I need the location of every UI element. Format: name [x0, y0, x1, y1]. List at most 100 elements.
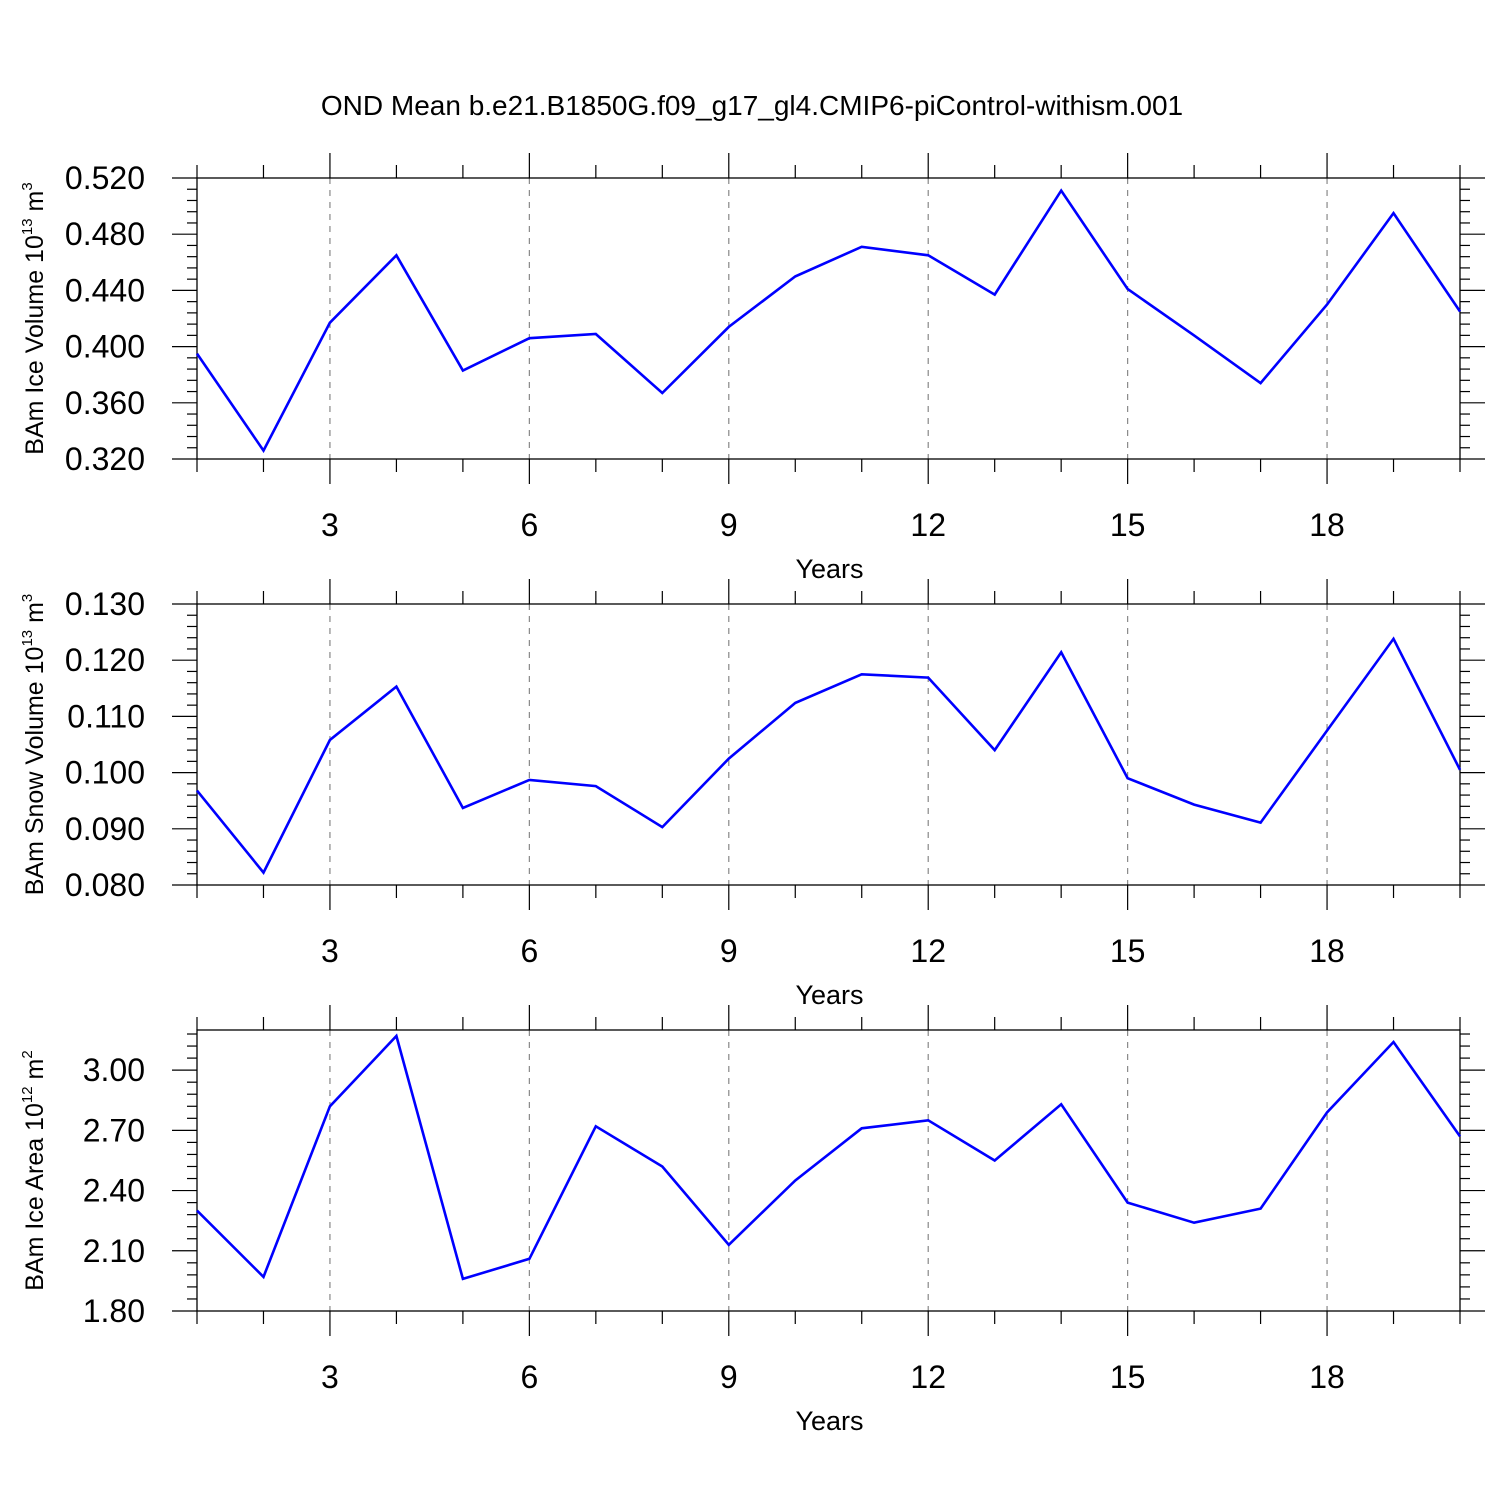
- x-tick-label: 18: [1309, 1359, 1345, 1395]
- data-point: [727, 757, 731, 761]
- data-point: [926, 253, 930, 257]
- x-axis-label: Years: [795, 554, 863, 584]
- y-tick-label: 0.400: [65, 329, 145, 365]
- data-point: [1259, 1207, 1263, 1211]
- y-tick-label: 2.70: [83, 1112, 145, 1148]
- data-point: [527, 336, 531, 340]
- series-line: [196, 1033, 1462, 1281]
- data-point: [793, 701, 797, 705]
- series-line: [195, 188, 1462, 454]
- data-point: [727, 1243, 731, 1247]
- data-point: [1458, 768, 1462, 772]
- y-tick-label: 1.80: [83, 1293, 145, 1329]
- chart-panel-1: 0.320 0.360 0.400 0.440 0.480 0.520 3 6 9 12 15 18 Y…: [19, 153, 1485, 584]
- data-point: [461, 1277, 465, 1281]
- data-point: [660, 1164, 664, 1168]
- chart-panel-2: 0.080 0.090 0.100 0.110 0.120 0.130 3 6 9 12 15 18 Y…: [19, 579, 1485, 1010]
- data-point: [993, 748, 997, 752]
- y-tick-label: 0.440: [65, 272, 145, 308]
- x-tick-label: 18: [1309, 507, 1345, 543]
- data-point: [328, 738, 332, 742]
- data-point: [660, 391, 664, 395]
- data-point: [1059, 189, 1063, 193]
- data-point: [793, 274, 797, 278]
- data-point: [1259, 381, 1263, 385]
- data-point: [195, 1209, 199, 1213]
- data-point: [860, 1126, 864, 1130]
- data-point: [1325, 728, 1329, 732]
- y-axis-label: BAm Snow Volume 1013 m3: [19, 594, 49, 896]
- panels: 0.320 0.360 0.400 0.440 0.480 0.520 3 6 9 12 15 18 Y…: [19, 153, 1485, 1436]
- data-point: [461, 368, 465, 372]
- y-axis-label: BAm Ice Volume 1013 m3: [19, 182, 49, 454]
- data-point: [926, 1118, 930, 1122]
- data-point: [1126, 776, 1130, 780]
- x-tick-label: 15: [1110, 1359, 1146, 1395]
- x-tick-label: 6: [520, 1359, 538, 1395]
- data-point: [195, 789, 199, 793]
- y-axis-label: BAm Ice Area 1012 m2: [19, 1050, 49, 1290]
- y-tick-label: 0.360: [65, 385, 145, 421]
- x-axis-label: Years: [795, 980, 863, 1010]
- data-point: [727, 325, 731, 329]
- data-point: [1325, 1110, 1329, 1114]
- data-point: [594, 332, 598, 336]
- data-point: [1059, 1102, 1063, 1106]
- data-point: [394, 1034, 398, 1038]
- y-tick-label: 0.480: [65, 216, 145, 252]
- data-point: [1126, 1201, 1130, 1205]
- data-point: [195, 352, 199, 356]
- y-tick-label: 0.520: [65, 160, 145, 196]
- data-point: [660, 825, 664, 829]
- plot-frame: [196, 1029, 1461, 1312]
- x-tick-label: 3: [321, 933, 339, 969]
- series-line: [195, 636, 1462, 875]
- y-tick-label: 0.120: [65, 642, 145, 678]
- data-point: [993, 293, 997, 297]
- data-point: [1192, 333, 1196, 337]
- y-tick-label: 0.110: [67, 698, 145, 734]
- x-tick-label: 9: [720, 507, 738, 543]
- data-point: [1325, 302, 1329, 306]
- data-point: [1458, 1134, 1462, 1138]
- x-tick-label: 3: [321, 1359, 339, 1395]
- data-point: [993, 1158, 997, 1162]
- data-point: [926, 676, 930, 680]
- data-point: [860, 672, 864, 676]
- data-point: [1392, 1040, 1396, 1044]
- y-tick-label: 3.00: [83, 1052, 145, 1088]
- y-tick-label: 2.10: [83, 1233, 145, 1269]
- x-tick-label: 12: [910, 933, 946, 969]
- chart-panel-3: 1.80 2.10 2.40 2.70 3.00 3 6 9 12 15 18 Years BAm Ic…: [19, 1005, 1485, 1436]
- data-point: [594, 1124, 598, 1128]
- x-tick-label: 6: [520, 507, 538, 543]
- data-point: [1059, 650, 1063, 654]
- y-tick-label: 2.40: [83, 1173, 145, 1209]
- data-point: [261, 449, 265, 453]
- y-tick-label: 0.130: [65, 586, 145, 622]
- x-tick-label: 9: [720, 933, 738, 969]
- data-point: [394, 253, 398, 257]
- plot-frame: [196, 177, 1461, 460]
- data-point: [261, 871, 265, 875]
- plot-frame: [196, 603, 1461, 886]
- x-axis-label: Years: [795, 1406, 863, 1436]
- data-point: [1392, 637, 1396, 641]
- data-point: [261, 1275, 265, 1279]
- data-point: [394, 685, 398, 689]
- data-point: [461, 806, 465, 810]
- data-point: [1458, 309, 1462, 313]
- data-point: [527, 1257, 531, 1261]
- data-point: [1126, 287, 1130, 291]
- data-point: [1192, 1221, 1196, 1225]
- y-tick-label: 0.090: [65, 811, 145, 847]
- x-tick-label: 9: [720, 1359, 738, 1395]
- x-tick-label: 15: [1110, 507, 1146, 543]
- data-point: [527, 778, 531, 782]
- y-tick-label: 0.100: [65, 755, 145, 791]
- data-point: [594, 784, 598, 788]
- data-point: [1259, 821, 1263, 825]
- x-tick-label: 12: [910, 507, 946, 543]
- data-point: [328, 321, 332, 325]
